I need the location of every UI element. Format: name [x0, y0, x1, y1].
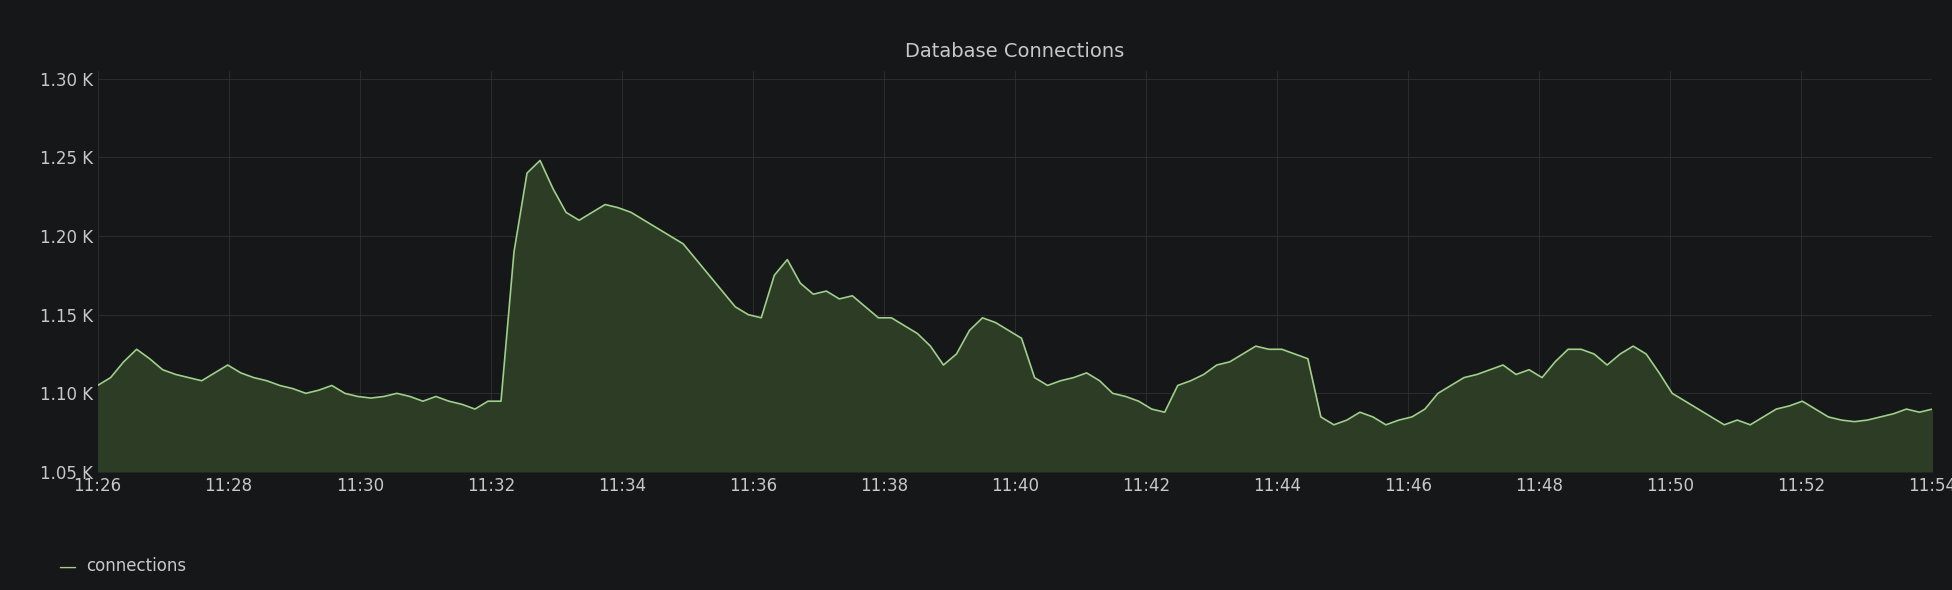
Title: Database Connections: Database Connections [906, 42, 1124, 61]
Text: connections: connections [86, 558, 185, 575]
Text: —: — [59, 558, 76, 575]
